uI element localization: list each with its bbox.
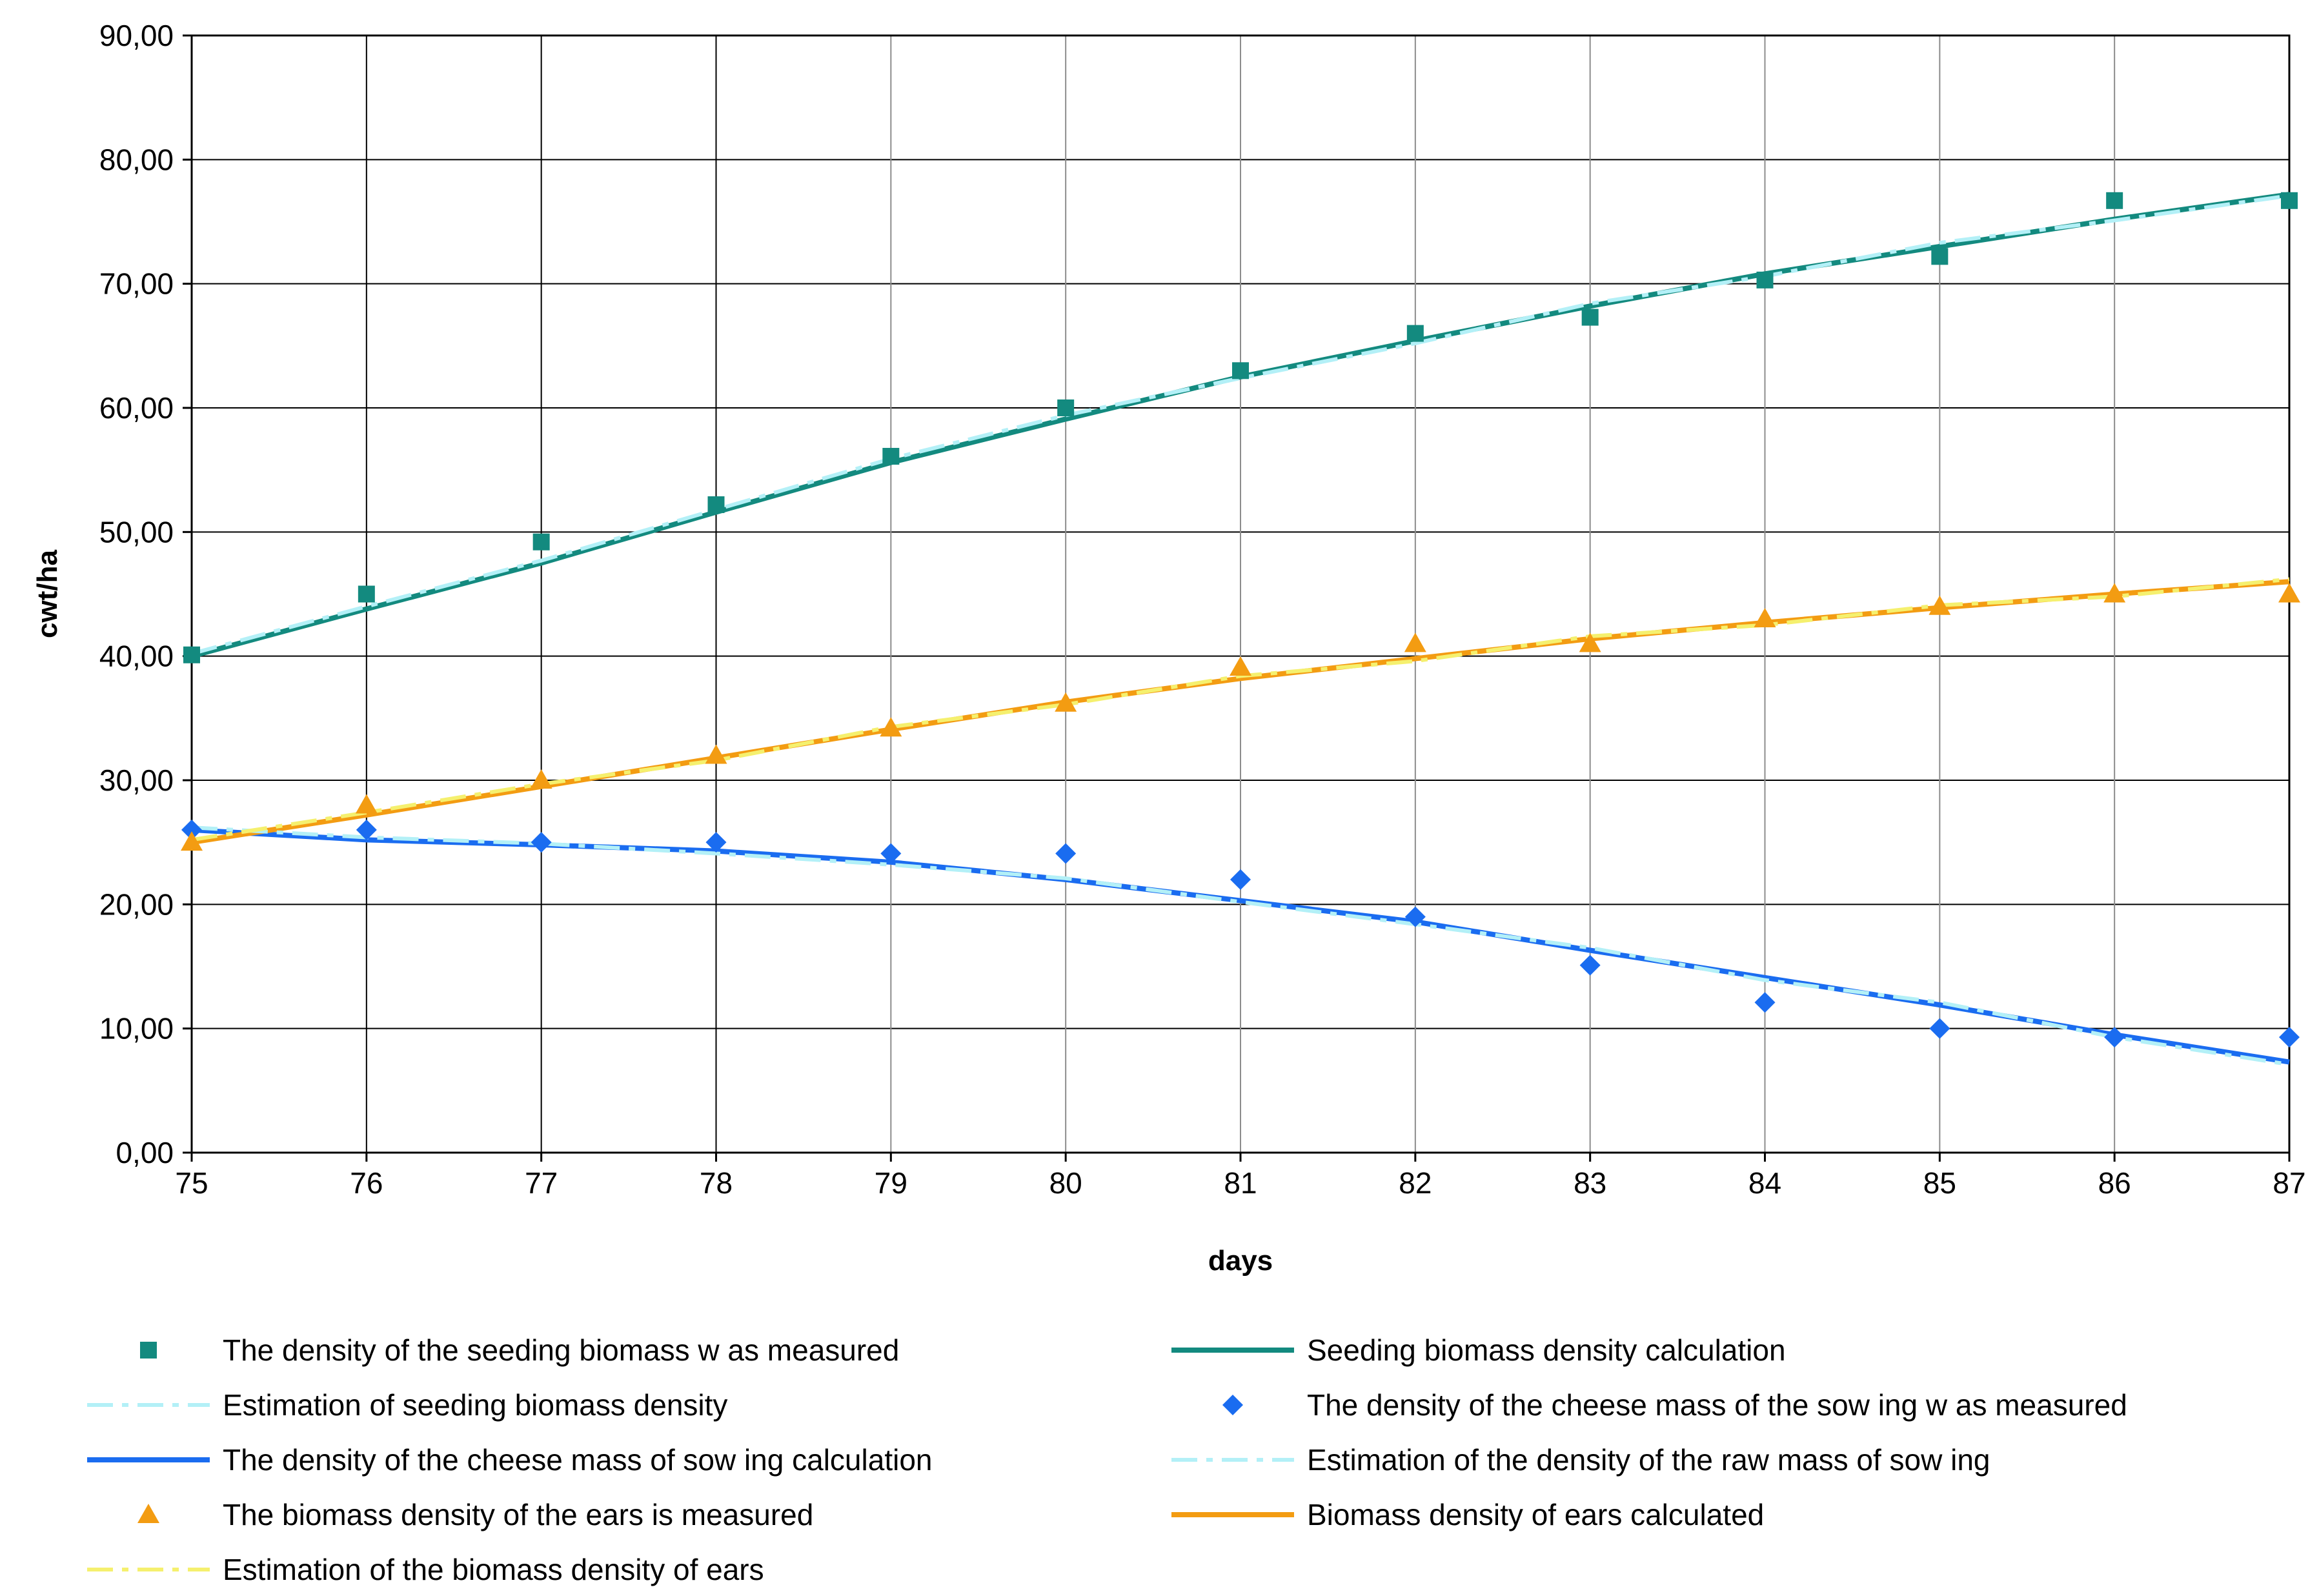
y-tick-label: 70,00	[99, 267, 174, 301]
data-point-triangle	[2278, 583, 2300, 603]
data-point-triangle	[1230, 656, 1251, 676]
data-point-diamond	[1754, 992, 1776, 1013]
data-point-triangle	[1754, 607, 1776, 627]
data-point-diamond	[356, 819, 377, 840]
data-point-square	[183, 646, 200, 663]
legend-item: Estimation of the density of the raw mas…	[1171, 1443, 1990, 1477]
legend-swatch-diamond	[1222, 1395, 1243, 1415]
legend-label: The density of the cheese mass of the so…	[1307, 1388, 2127, 1422]
data-point-square	[1931, 248, 1949, 265]
data-point-square	[882, 448, 900, 465]
data-point-diamond	[531, 832, 552, 853]
y-tick-label: 20,00	[99, 887, 174, 921]
legend-item: Seeding biomass density calculation	[1171, 1333, 1786, 1367]
data-point-triangle	[1404, 632, 1426, 652]
data-point-square	[1581, 308, 1599, 326]
data-point-triangle	[355, 794, 378, 814]
data-point-square	[1756, 271, 1774, 288]
data-point-triangle	[1929, 595, 1951, 615]
y-tick-label: 80,00	[99, 143, 174, 176]
data-point-diamond	[1929, 1018, 1950, 1039]
legend-label: The density of the cheese mass of sow in…	[223, 1443, 933, 1477]
legend-label: Biomass density of ears calculated	[1307, 1498, 1764, 1531]
x-tick-label: 79	[875, 1166, 907, 1200]
legend-swatch-square	[140, 1342, 157, 1359]
data-point-diamond	[1404, 906, 1426, 927]
data-point-square	[358, 585, 375, 603]
legend-label: The density of the seeding biomass w as …	[223, 1333, 899, 1367]
y-tick-label: 60,00	[99, 391, 174, 425]
data-point-triangle	[181, 831, 203, 851]
data-point-diamond	[2279, 1027, 2300, 1048]
x-tick-label: 86	[2098, 1166, 2131, 1200]
y-tick-label: 90,00	[99, 19, 174, 52]
data-point-square	[1232, 362, 1249, 379]
x-tick-label: 75	[175, 1166, 208, 1200]
x-axis-title: days	[1208, 1245, 1273, 1277]
legend-item: Estimation of the biomass density of ear…	[87, 1553, 764, 1586]
data-point-diamond	[181, 819, 202, 840]
data-point-diamond	[1055, 843, 1077, 864]
x-tick-label: 76	[350, 1166, 383, 1200]
y-tick-label: 50,00	[99, 515, 174, 549]
x-tick-label: 78	[700, 1166, 733, 1200]
legend-item: The density of the seeding biomass w as …	[140, 1333, 899, 1367]
y-axis-title: cwt/ha	[32, 550, 63, 638]
data-point-diamond	[705, 832, 727, 853]
x-tick-label: 82	[1399, 1166, 1432, 1200]
axis-ticks: 0,00 10,00 20,00 30,00 40,00 50,00 60,00 70,00 8…	[99, 19, 2306, 1200]
legend-item: The biomass density of the ears is measu…	[137, 1498, 813, 1531]
legend: The density of the seeding biomass w as …	[87, 1333, 2127, 1586]
data-point-diamond	[880, 843, 902, 864]
legend-swatch-triangle	[137, 1504, 159, 1523]
y-tick-label: 40,00	[99, 640, 174, 673]
x-tick-label: 77	[525, 1166, 558, 1200]
x-tick-label: 84	[1748, 1166, 1781, 1200]
legend-item: The density of the cheese mass of sow in…	[87, 1443, 933, 1477]
legend-label: Estimation of the biomass density of ear…	[223, 1553, 764, 1586]
x-tick-label: 87	[2273, 1166, 2305, 1200]
data-point-triangle	[705, 744, 727, 764]
data-point-triangle	[880, 717, 902, 737]
legend-label: Estimation of the density of the raw mas…	[1307, 1443, 1990, 1477]
data-point-square	[707, 496, 725, 514]
data-point-triangle	[1579, 632, 1601, 652]
y-tick-label: 10,00	[99, 1012, 174, 1045]
data-point-square	[2106, 192, 2123, 209]
data-point-square	[1406, 325, 1424, 342]
legend-item: The density of the cheese mass of the so…	[1222, 1388, 2127, 1422]
data-point-square	[2281, 192, 2298, 209]
series-line	[191, 194, 2290, 656]
data-point-square	[1057, 399, 1075, 416]
legend-item: Biomass density of ears calculated	[1171, 1498, 1764, 1531]
y-tick-label: 0,00	[116, 1136, 174, 1169]
x-tick-label: 83	[1574, 1166, 1606, 1200]
legend-label: The biomass density of the ears is measu…	[223, 1498, 813, 1531]
data-point-diamond	[2104, 1027, 2125, 1048]
data-point-triangle	[530, 769, 552, 789]
series-layer	[181, 192, 2300, 1067]
legend-label: Estimation of seeding biomass density	[223, 1388, 727, 1422]
data-point-diamond	[1579, 955, 1601, 976]
y-tick-label: 30,00	[99, 763, 174, 797]
data-point-square	[532, 533, 550, 551]
data-point-triangle	[2103, 583, 2126, 603]
data-point-diamond	[1230, 869, 1251, 890]
x-tick-label: 81	[1224, 1166, 1257, 1200]
x-tick-label: 80	[1049, 1166, 1082, 1200]
legend-label: Seeding biomass density calculation	[1307, 1333, 1786, 1367]
data-point-triangle	[1055, 692, 1077, 712]
x-tick-label: 85	[1923, 1166, 1956, 1200]
legend-item: Estimation of seeding biomass density	[87, 1388, 727, 1422]
